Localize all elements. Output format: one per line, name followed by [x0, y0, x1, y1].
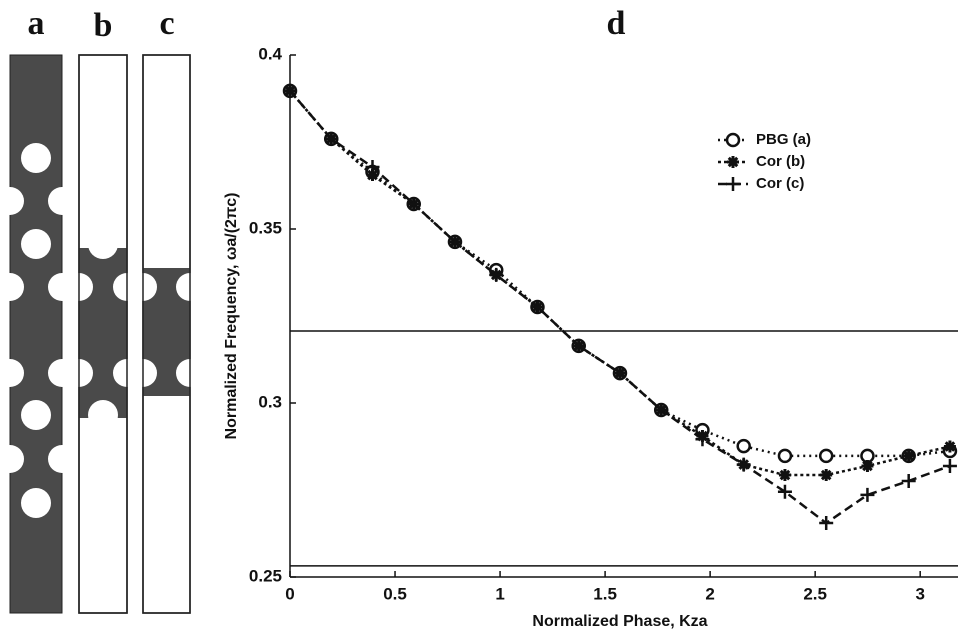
x-tick-label: 2.5 — [803, 584, 827, 603]
marker-plus — [324, 131, 339, 146]
y-axis-label: Normalized Frequency, ωa/(2πc) — [223, 193, 240, 440]
legend-label: PBG (a) — [756, 131, 811, 148]
marker-plus — [283, 83, 297, 98]
series-line — [289, 90, 951, 458]
structure-b — [65, 54, 141, 614]
marker-plus — [819, 516, 834, 531]
marker-plus — [860, 487, 875, 502]
marker-asterisk — [861, 459, 874, 472]
marker-circle — [818, 448, 834, 464]
series-line — [289, 90, 951, 525]
marker-circle — [736, 438, 751, 454]
panel-label: a — [28, 5, 45, 42]
y-tick-label: 0.35 — [249, 218, 282, 237]
marker-plus — [942, 458, 957, 473]
marker-plus — [365, 160, 380, 175]
x-tick-label: 0 — [285, 584, 294, 603]
marker-asterisk — [778, 469, 791, 482]
marker-plus — [654, 402, 669, 417]
marker-circle — [777, 448, 793, 464]
panel-label: c — [159, 5, 174, 42]
marker-plus — [777, 484, 792, 499]
y-tick-label: 0.3 — [258, 392, 282, 411]
legend-label: Cor (c) — [756, 175, 804, 192]
legend-marker — [726, 177, 740, 191]
x-tick-label: 1 — [495, 584, 504, 603]
marker-plus — [406, 196, 421, 211]
marker-plus — [612, 366, 627, 381]
x-tick-label: 0.5 — [383, 584, 407, 603]
y-tick-label: 0.25 — [249, 566, 282, 585]
marker-plus — [489, 267, 504, 282]
marker-plus — [571, 338, 586, 353]
x-tick-label: 3 — [915, 584, 924, 603]
marker-plus — [901, 473, 916, 488]
marker-asterisk — [902, 449, 915, 462]
legend-marker — [727, 156, 739, 168]
chart-title: d — [607, 5, 626, 42]
marker-plus — [530, 299, 545, 314]
marker-asterisk — [820, 469, 833, 482]
structure-c — [129, 54, 204, 614]
marker-plus — [695, 432, 710, 447]
legend-marker — [725, 132, 741, 148]
y-tick-label: 0.4 — [258, 44, 282, 63]
structure-a — [0, 54, 76, 614]
x-tick-label: 1.5 — [593, 584, 617, 603]
x-axis-label: Normalized Phase, Kza — [532, 613, 707, 630]
series-line — [289, 90, 951, 477]
legend-label: Cor (b) — [756, 153, 805, 170]
x-tick-label: 2 — [705, 584, 714, 603]
marker-asterisk — [366, 169, 379, 182]
marker-plus — [447, 234, 462, 249]
marker-asterisk — [943, 440, 956, 453]
marker-plus — [736, 457, 751, 472]
panel-label: b — [94, 7, 113, 44]
